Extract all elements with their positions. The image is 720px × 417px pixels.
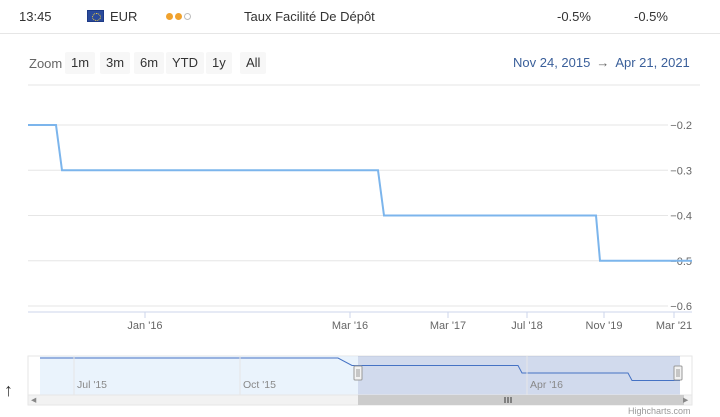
- y-tick-label: −0.6: [670, 301, 692, 313]
- event-row[interactable]: 13:45 EUR Taux Facilité De Dépôt -0.5% -…: [0, 0, 720, 34]
- navigator-label: Apr '16: [530, 379, 563, 391]
- impact-indicator: [166, 13, 191, 20]
- range-arrow-icon: →: [596, 55, 610, 70]
- event-name[interactable]: Taux Facilité De Dépôt: [244, 9, 375, 24]
- x-tick-label: Mar '17: [430, 320, 466, 332]
- y-tick-label: −0.4: [670, 211, 692, 223]
- navigator-mask: [358, 356, 680, 395]
- chart-grid: [28, 84, 700, 313]
- navigator-label: Jul '15: [77, 379, 107, 391]
- x-tick-label: Mar '21: [656, 320, 692, 332]
- event-forecast: -0.5%: [634, 9, 668, 24]
- scrollbar-thumb: [358, 395, 684, 405]
- range-to-date[interactable]: Apr 21, 2021: [615, 55, 690, 70]
- impact-dot-icon: [184, 13, 191, 20]
- arrow-up-icon[interactable]: ↑: [4, 380, 13, 400]
- y-tick-label: −0.2: [670, 120, 692, 132]
- scroll-left-icon: ◂: [31, 394, 37, 406]
- zoom-label: Zoom: [29, 56, 63, 71]
- zoom-6m-button[interactable]: 6m: [134, 52, 165, 74]
- x-tick-label: Jul '18: [511, 320, 542, 332]
- event-time: 13:45: [19, 9, 52, 24]
- navigator-handle: [673, 365, 683, 381]
- navigator-handle: [353, 365, 363, 381]
- date-range[interactable]: Nov 24, 2015 → Apr 21, 2021: [513, 55, 690, 70]
- scroll-right-icon: ▸: [683, 394, 689, 406]
- x-tick-label: Mar '16: [332, 320, 368, 332]
- event-actual: -0.5%: [557, 9, 591, 24]
- x-tick-label: Nov '19: [586, 320, 623, 332]
- navigator-label: Oct '15: [243, 379, 276, 391]
- zoom-all-button[interactable]: All: [240, 52, 267, 74]
- navigator: Jul '15 Oct '15 Apr '16 ◂ ▸: [27, 355, 693, 406]
- rate-series-line: [28, 124, 692, 262]
- y-tick-label: −0.3: [670, 165, 692, 177]
- navigator-unselected: [40, 356, 358, 395]
- y-axis: −0.2−0.3−0.4−0.5−0.6: [670, 120, 692, 313]
- range-from-date[interactable]: Nov 24, 2015: [513, 55, 591, 70]
- chart-series: [28, 124, 692, 262]
- zoom-3m-button[interactable]: 3m: [100, 52, 131, 74]
- event-currency: EUR: [110, 9, 138, 24]
- navigator-series-line: [40, 357, 680, 381]
- zoom-1y-button[interactable]: 1y: [206, 52, 232, 74]
- credits-link[interactable]: Highcharts.com: [628, 406, 691, 416]
- x-axis: Jan '16 Mar '16 Mar '17 Jul '18 Nov '19 Mar '…: [127, 312, 692, 332]
- eu-flag-icon: [87, 10, 104, 22]
- impact-dot-icon: [175, 13, 182, 20]
- impact-dot-icon: [166, 13, 173, 20]
- zoom-ytd-button[interactable]: YTD: [166, 52, 204, 74]
- x-tick-label: Jan '16: [127, 320, 162, 332]
- zoom-1m-button[interactable]: 1m: [65, 52, 96, 74]
